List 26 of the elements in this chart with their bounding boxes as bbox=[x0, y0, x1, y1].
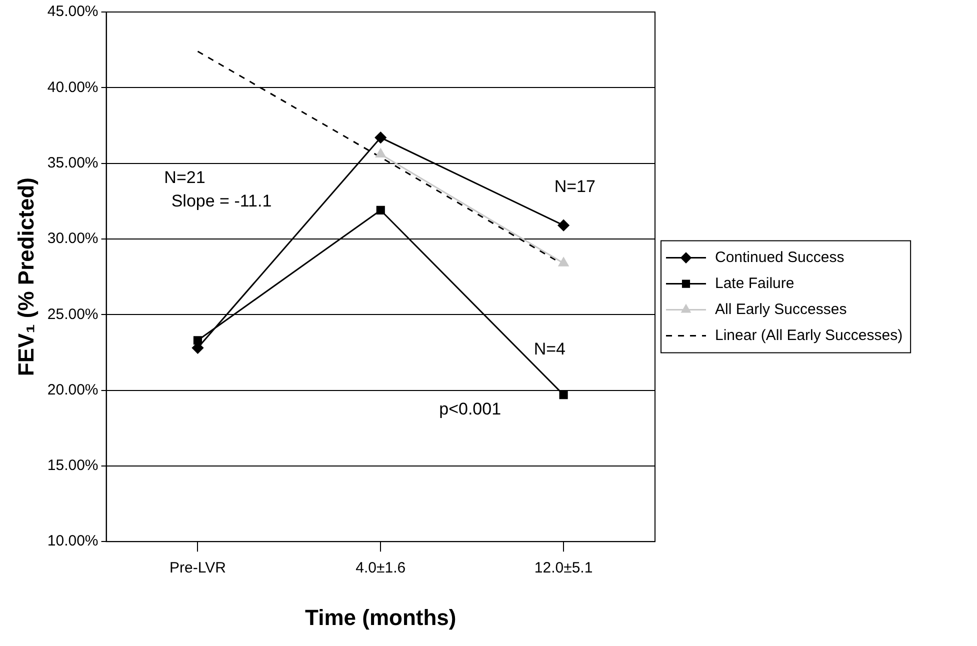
legend-label: Continued Success bbox=[715, 248, 844, 266]
y-tick-label: 35.00% bbox=[47, 154, 98, 172]
y-tick-label: 15.00% bbox=[47, 457, 98, 474]
y-tick-label: 30.00% bbox=[47, 230, 98, 248]
x-tick-label: Pre-LVR bbox=[170, 560, 226, 577]
y-tick-label: 40.00% bbox=[47, 78, 98, 96]
legend-label: All Early Successes bbox=[715, 300, 847, 318]
annotation: N=17 bbox=[554, 176, 596, 196]
legend-label: Late Failure bbox=[715, 274, 794, 292]
y-axis-title: FEV₁ (% Predicted) bbox=[13, 178, 38, 376]
y-tick-label: 10.00% bbox=[47, 532, 98, 550]
x-tick-label: 4.0±1.6 bbox=[356, 560, 406, 577]
annotation: N=4 bbox=[534, 340, 566, 359]
y-tick-label: 45.00% bbox=[47, 3, 98, 20]
point bbox=[376, 206, 385, 215]
point bbox=[374, 132, 386, 144]
point bbox=[559, 390, 568, 400]
annotation: p<0.001 bbox=[439, 399, 502, 418]
point bbox=[558, 220, 570, 232]
x-axis-title: Time (months) bbox=[305, 604, 456, 630]
legend-label: Linear (All Early Successes) bbox=[715, 326, 903, 344]
y-tick-label: 20.00% bbox=[47, 381, 98, 398]
annotation: N=21 bbox=[164, 168, 206, 187]
y-tick-label: 25.00% bbox=[47, 306, 98, 323]
x-tick-label: 12.0±5.1 bbox=[534, 560, 593, 577]
annotation: Slope = -11.1 bbox=[171, 191, 272, 210]
